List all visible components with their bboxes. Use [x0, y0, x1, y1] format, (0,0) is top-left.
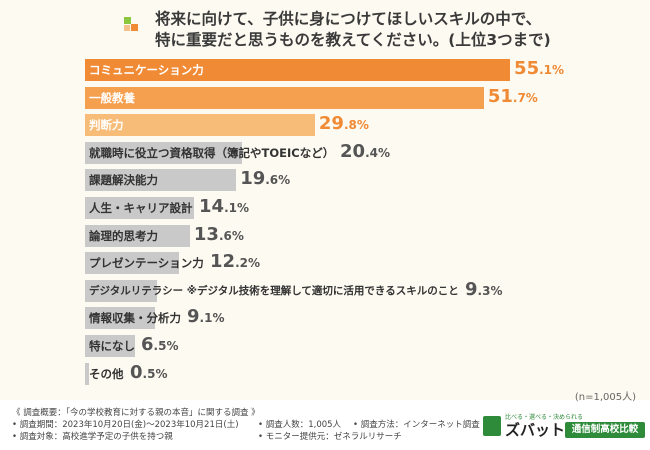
zubat-logo-icon — [483, 416, 501, 436]
bar-value-6: 14.1% — [199, 196, 249, 217]
survey-overview: 《 調査概要：「今の学校教育に対する親の本音」に関する調査 》 — [12, 408, 260, 418]
bar-6 — [85, 197, 194, 219]
bar-3 — [85, 114, 315, 136]
bar-value-3: 29.8% — [318, 113, 369, 134]
bar-2 — [85, 87, 484, 109]
bar-11 — [85, 335, 136, 357]
bar-12 — [85, 363, 89, 385]
survey-method: • 調査方法：インターネット調査 — [353, 420, 480, 430]
bar-label-10: 情報収集・分析力 — [89, 311, 181, 325]
bar-value-7: 13.6% — [193, 224, 244, 245]
bar-value-9: 9.3% — [465, 279, 503, 300]
bar-10 — [85, 307, 156, 329]
bar-7 — [85, 225, 190, 247]
bar-label-1: コミュニケーション力 — [89, 63, 204, 77]
bar-5 — [85, 169, 237, 191]
survey-respondents: • 調査人数：1,005人 — [258, 420, 342, 430]
logo-brand: ズバット — [505, 421, 566, 439]
bar-value-12: 0.5% — [130, 362, 168, 383]
bar-4 — [85, 142, 243, 164]
chart-title: 将来に向けて、子供に身につけてほしいスキルの中で、 特に重要だと思うものを教えて… — [155, 9, 551, 51]
bar-label-7: 論理的思考力 — [89, 229, 158, 243]
bar-9 — [85, 280, 157, 302]
footer: 《 調査概要：「今の学校教育に対する親の本音」に関する調査 》 • 調査期間：2… — [0, 403, 650, 450]
bar-label-4: 就職時に役立つ資格取得（簿記やTOEICなど） — [89, 146, 335, 160]
sample-size: (n=1,005人) — [574, 392, 636, 403]
bar-value-10: 9.1% — [187, 306, 225, 327]
bar-value-8: 12.2% — [210, 251, 260, 272]
bar-label-6: 人生・キャリア設計 — [89, 201, 193, 215]
bar-8 — [85, 252, 180, 274]
bar-label-9: デジタルリテラシー ※デジタル技術を理解して適切に活用できるスキルのこと — [89, 285, 459, 297]
survey-period: • 調査期間：2023年10月20日(金)～2023年10月21日(土) — [12, 420, 239, 430]
survey-target: • 調査対象：高校進学予定の子供を持つ親 — [12, 432, 173, 442]
survey-provider: • モニター提供元：ゼネラルリサーチ — [258, 432, 402, 442]
logo-tagline: 比べる・選べる・決められる — [505, 414, 584, 421]
bar-value-11: 6.5% — [141, 334, 179, 355]
bar-label-11: 特になし — [89, 339, 135, 353]
bar-label-3: 判断力 — [89, 118, 124, 132]
bar-label-8: プレゼンテーション力 — [89, 256, 204, 270]
bar-1 — [85, 59, 511, 81]
bar-chart: コミュニケーション力 55.1% 一般教養 51.7% 判断力 29.8% 就職時に役立つ資… — [85, 58, 565, 385]
bar-label-5: 課題解決能力 — [89, 173, 158, 187]
bar-value-2: 51.7% — [487, 86, 538, 107]
chart-title-line2: 特に重要だと思うものを教えてください。(上位3つまで) — [155, 31, 551, 49]
logo-service: 通信制高校比較 — [565, 422, 645, 438]
bar-label-2: 一般教養 — [89, 91, 135, 105]
bar-label-12: その他 — [89, 367, 124, 381]
chart-title-line1: 将来に向けて、子供に身につけてほしいスキルの中で、 — [155, 10, 542, 28]
bar-value-1: 55.1% — [514, 58, 565, 79]
bar-value-4: 20.4% — [340, 141, 390, 162]
bar-value-5: 19.6% — [240, 168, 291, 189]
title-decoration-icon — [124, 17, 138, 33]
